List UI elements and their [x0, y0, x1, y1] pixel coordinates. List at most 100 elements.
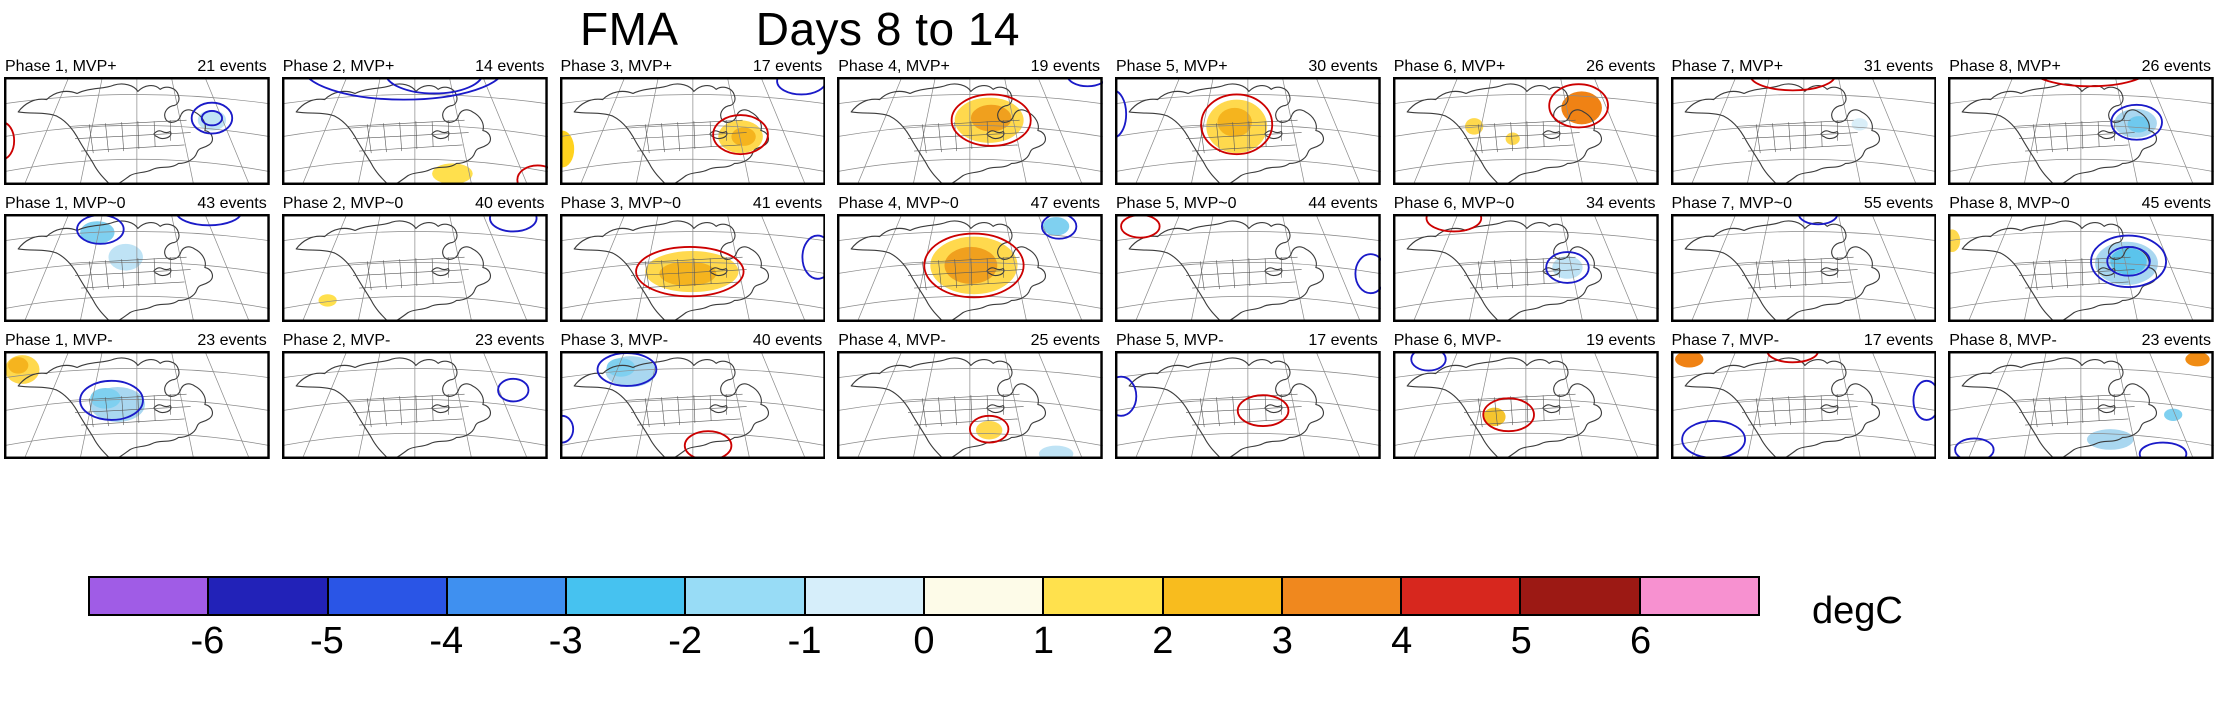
panel-events: 17 events — [1863, 332, 1934, 349]
anomaly-map — [837, 214, 1103, 322]
colorbar-segment — [1521, 578, 1641, 614]
panel-header: Phase 2, MVP~0 40 events — [282, 195, 548, 214]
panel-header: Phase 1, MVP- 23 events — [4, 332, 270, 351]
panel-label: Phase 6, MVP+ — [1393, 58, 1506, 75]
anomaly-map — [559, 351, 826, 459]
map-canvas — [4, 351, 270, 459]
panel-label: Phase 3, MVP+ — [560, 58, 673, 75]
map-canvas — [281, 351, 548, 459]
map-panel: Phase 8, MVP~0 45 events — [1948, 195, 2214, 322]
colorbar-tick: 6 — [1629, 620, 1652, 662]
panel-header: Phase 8, MVP- 23 events — [1948, 332, 2214, 351]
colorbar-segment — [686, 578, 806, 614]
map-panel: Phase 7, MVP+ 31 events — [1670, 58, 1937, 185]
map-panel: Phase 6, MVP+ 26 events — [1392, 58, 1659, 185]
anomaly-map — [1948, 77, 2214, 185]
panel-label: Phase 1, MVP+ — [5, 58, 117, 75]
panel-events: 40 events — [752, 332, 823, 349]
map-panel: Phase 8, MVP- 23 events — [1948, 332, 2214, 459]
colorbar-segment — [1163, 578, 1283, 614]
panel-events: 31 events — [1863, 58, 1934, 75]
anomaly-map — [281, 214, 548, 322]
anomaly-map — [1670, 351, 1937, 459]
map-canvas — [281, 77, 548, 185]
map-canvas — [1670, 351, 1937, 459]
panel-header: Phase 4, MVP- 25 events — [837, 332, 1103, 351]
anomaly-map — [281, 77, 548, 185]
map-panel: Phase 2, MVP- 23 events — [281, 332, 548, 459]
panel-events: 17 events — [1308, 332, 1378, 349]
colorbar: -6 -5 -4 -3 -2 -1 0 1 2 3 4 5 6 — [88, 576, 1760, 664]
panel-label: Phase 6, MVP- — [1393, 332, 1502, 349]
map-canvas — [1392, 77, 1659, 185]
anomaly-map — [1115, 214, 1381, 322]
map-canvas — [1115, 77, 1381, 185]
anomaly-map — [1115, 77, 1381, 185]
panel-events: 19 events — [1030, 58, 1100, 75]
panel-events: 21 events — [197, 58, 267, 75]
map-panel: Phase 6, MVP~0 34 events — [1392, 195, 1659, 322]
colorbar-tick: -4 — [429, 620, 464, 662]
panel-events: 19 events — [1586, 332, 1656, 349]
map-panel: Phase 8, MVP+ 26 events — [1948, 58, 2214, 185]
anomaly-map — [1392, 351, 1659, 459]
anomaly-map — [281, 351, 548, 459]
colorbar-segment — [567, 578, 687, 614]
colorbar-tick: 4 — [1391, 620, 1413, 662]
colorbar-bar — [88, 576, 1760, 616]
panel-events: 40 events — [475, 195, 545, 212]
colorbar-ticks: -6 -5 -4 -3 -2 -1 0 1 2 3 4 5 6 — [88, 616, 1760, 664]
panel-header: Phase 3, MVP~0 41 events — [560, 195, 826, 214]
panels-grid: Phase 1, MVP+ 21 events Phase 2, MVP+ 14… — [4, 58, 2214, 459]
colorbar-tick: -3 — [548, 620, 583, 662]
panel-header: Phase 7, MVP+ 31 events — [1671, 58, 1937, 77]
colorbar-tick: 3 — [1271, 620, 1293, 662]
colorbar-tick: -1 — [787, 620, 822, 662]
colorbar-segment — [1044, 578, 1164, 614]
panel-label: Phase 5, MVP~0 — [1116, 195, 1237, 212]
colorbar-units-label: degC — [1812, 590, 1903, 632]
panel-events: 25 events — [1030, 332, 1100, 349]
panel-events: 26 events — [1586, 58, 1656, 75]
panel-events: 34 events — [1586, 195, 1656, 212]
map-panel: Phase 3, MVP~0 41 events — [559, 195, 826, 322]
panel-header: Phase 6, MVP~0 34 events — [1393, 195, 1659, 214]
map-panel: Phase 6, MVP- 19 events — [1392, 332, 1659, 459]
panel-label: Phase 5, MVP+ — [1116, 58, 1228, 75]
panel-label: Phase 6, MVP~0 — [1393, 195, 1515, 212]
map-canvas — [559, 351, 826, 459]
anomaly-map — [4, 77, 270, 185]
colorbar-tick: -6 — [190, 620, 225, 662]
colorbar-tick: 0 — [913, 620, 935, 662]
panel-label: Phase 2, MVP- — [282, 332, 391, 349]
colorbar-segment — [1402, 578, 1522, 614]
map-canvas — [1115, 351, 1381, 459]
map-canvas — [1670, 77, 1937, 185]
panel-label: Phase 2, MVP+ — [282, 58, 395, 75]
panel-header: Phase 3, MVP+ 17 events — [560, 58, 826, 77]
panel-label: Phase 3, MVP~0 — [560, 195, 682, 212]
panel-events: 23 events — [197, 332, 267, 349]
panel-events: 44 events — [1308, 195, 1378, 212]
map-panel: Phase 3, MVP- 40 events — [559, 332, 826, 459]
map-canvas — [1948, 351, 2214, 459]
panel-label: Phase 4, MVP+ — [838, 58, 950, 75]
colorbar-tick: -5 — [309, 620, 344, 662]
map-canvas — [281, 214, 548, 322]
panel-events: 47 events — [1030, 195, 1100, 212]
colorbar-segment — [447, 578, 568, 614]
map-canvas — [559, 77, 826, 185]
map-canvas — [1115, 214, 1381, 322]
anomaly-map — [1115, 351, 1381, 459]
panel-header: Phase 4, MVP~0 47 events — [837, 195, 1103, 214]
panel-events: 43 events — [197, 195, 267, 212]
map-canvas — [1392, 351, 1659, 459]
panel-header: Phase 6, MVP+ 26 events — [1393, 58, 1659, 77]
panel-events: 30 events — [1308, 58, 1378, 75]
map-panel: Phase 2, MVP~0 40 events — [281, 195, 548, 322]
anomaly-map — [1392, 214, 1659, 322]
anomaly-map — [1392, 77, 1659, 185]
panel-events: 23 events — [475, 332, 545, 349]
map-panel: Phase 1, MVP~0 43 events — [4, 195, 270, 322]
